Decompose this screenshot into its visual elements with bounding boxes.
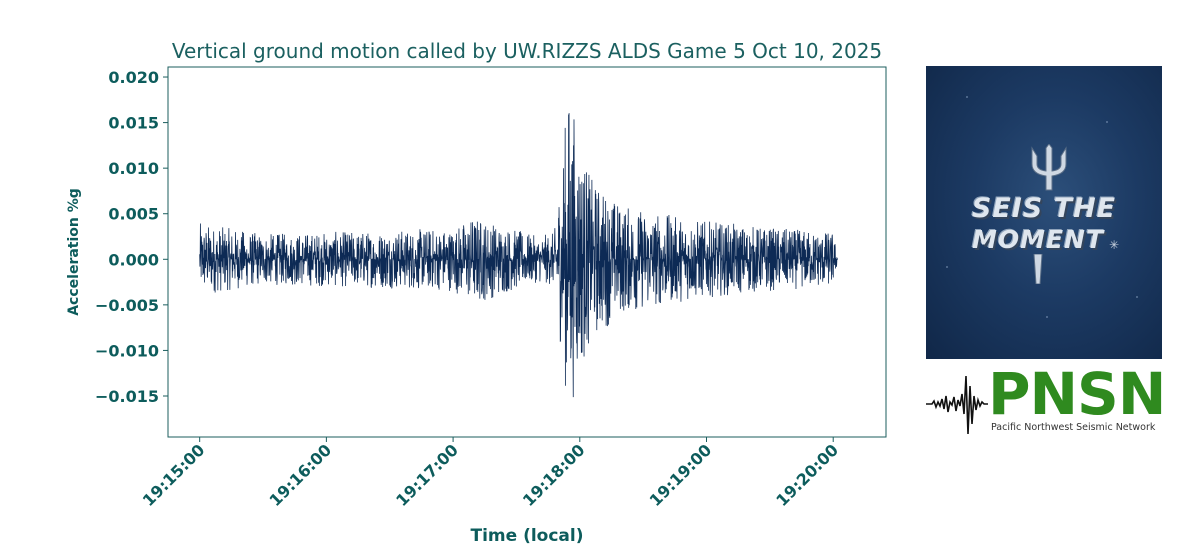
x-axis-label: Time (local): [470, 526, 583, 546]
waveform-trace: [199, 113, 838, 398]
chart-title: Vertical ground motion called by UW.RIZZ…: [172, 39, 882, 63]
y-tick-label: 0.000: [108, 250, 159, 269]
asterisk-icon: ✳: [1109, 238, 1120, 252]
y-tick-label: −0.005: [95, 296, 159, 315]
waveform-line: [199, 113, 838, 398]
y-tick-label: −0.015: [95, 387, 159, 406]
x-tick-label: 19:20:00: [772, 440, 842, 510]
x-tick-label: 19:18:00: [519, 440, 589, 510]
y-tick-label: 0.005: [108, 205, 159, 224]
y-tick-label: 0.015: [108, 114, 159, 133]
x-tick-label: 19:17:00: [392, 440, 462, 510]
x-tick-label: 19:16:00: [265, 440, 335, 510]
pnsn-logo: PNSN Pacific Northwest Seismic Network: [926, 360, 1166, 438]
promo-headline-line-2: MOMENT: [971, 225, 1105, 254]
y-tick-label: 0.010: [108, 159, 159, 178]
promo-headline-line-1: SEIS THE: [971, 193, 1117, 224]
pnsn-logo-subtitle: Pacific Northwest Seismic Network: [991, 422, 1156, 433]
trident-icon: [1031, 144, 1067, 191]
y-tick-label: 0.020: [108, 68, 159, 87]
x-tick-label: 19:19:00: [646, 440, 716, 510]
y-tick-label: −0.010: [95, 341, 159, 360]
y-axis-label: Acceleration %g: [66, 188, 82, 316]
pnsn-logo-text: PNSN: [988, 360, 1166, 428]
seismogram-logo-icon: [926, 375, 988, 435]
trident-handle-icon: [1033, 254, 1043, 284]
y-axis: 0.020 0.015 0.010 0.005 0.000 −0.005 −0.010 −0.…: [95, 68, 168, 406]
x-tick-label: 19:15:00: [139, 440, 209, 510]
plot-area-frame: [167, 66, 887, 438]
seis-the-moment-promo-image: SEIS THE MOMENT ✳: [926, 66, 1162, 359]
seismogram-chart: Vertical ground motion called by UW.RIZZ…: [66, 39, 887, 546]
x-axis: 19:15:00 19:16:00 19:17:00 19:18:00 19:19:00…: [139, 437, 842, 510]
